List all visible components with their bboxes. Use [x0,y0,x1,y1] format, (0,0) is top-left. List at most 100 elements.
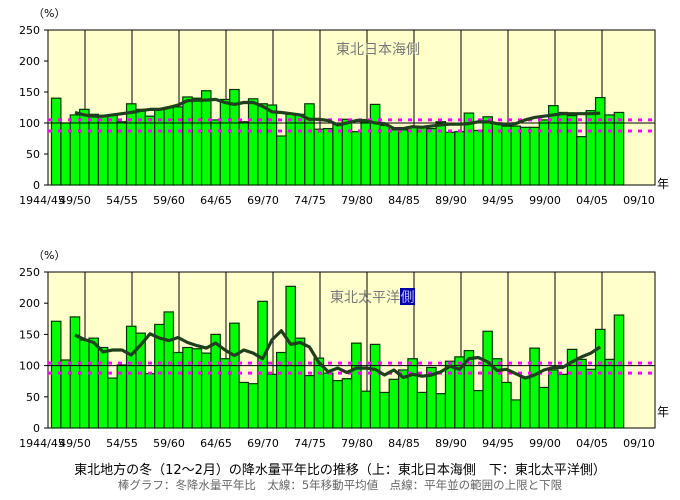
bar-2-51 [529,347,540,429]
bar-1-42 [444,131,456,186]
bar-2-34 [369,343,381,429]
bar-2-25 [285,285,296,429]
bar-1-39 [416,126,428,186]
bar-1-46 [482,116,493,186]
bar-2-38 [407,358,418,429]
x-tick-label: 04/05 [576,437,608,450]
bar-1-38 [407,126,418,186]
bar-1-22 [257,103,268,186]
bar-1-45 [473,129,484,186]
x-tick-label: 09/10 [623,194,655,207]
bar-2-31 [341,378,353,429]
bar-2-39 [416,391,428,429]
x-tick-label: 89/90 [435,194,467,207]
bar-2-54 [557,373,569,429]
bar-1-31 [341,118,353,186]
bar-1-4 [88,113,99,186]
x-unit-label: 年 [657,405,669,419]
bar-2-12 [163,311,175,429]
y-tick-label: 100 [19,360,40,373]
bar-2-19 [229,322,240,429]
y-unit-label: （%） [33,249,65,262]
bar-1-59 [604,114,615,186]
bar-1-51 [529,126,540,186]
bar-2-15 [191,348,203,429]
bar-2-21 [247,383,259,429]
bar-1-32 [351,131,362,186]
moving-average-line [74,97,601,131]
bar-2-29 [322,372,334,429]
bar-2-53 [548,369,559,429]
x-tick-label: 49/50 [59,194,91,207]
x-tick-label: 74/75 [294,194,326,207]
bar-2-48 [501,381,512,429]
bar-1-58 [594,96,606,186]
bar-2-23 [266,373,278,429]
y-tick-label: 0 [33,179,40,192]
x-tick-label: 54/55 [106,194,138,207]
bar-1-28 [313,128,325,186]
bar-2-42 [444,360,456,429]
y-unit-label: （%） [33,7,65,20]
text-selection-highlight [400,288,415,305]
bar-2-28 [313,357,325,429]
bar-1-15 [191,97,203,186]
bar-2-26 [294,337,306,429]
bar-2-30 [332,379,343,429]
bar-2-36 [388,378,400,429]
x-tick-label: 99/00 [529,437,561,450]
bar-2-60 [613,314,625,429]
bar-2-22 [257,300,268,429]
bar-1-0 [50,97,62,186]
figure-caption-legend: 棒グラフ：冬降水量平年比 太線：5年移動平均値 点線：平年並の範囲の上限と下限 [117,478,563,492]
y-tick-label: 50 [26,148,40,161]
x-tick-label: 94/95 [482,194,514,207]
bar-1-49 [510,125,522,186]
bar-2-41 [435,393,447,429]
bar-1-34 [369,103,381,186]
x-tick-label: 1944/45 [19,437,65,450]
x-tick-label: 69/70 [247,437,279,450]
bar-1-16 [200,90,212,186]
x-tick-label: 64/65 [200,437,232,450]
x-tick-label: 84/85 [388,437,420,450]
bar-2-45 [473,389,484,429]
x-tick-label: 04/05 [576,194,608,207]
bar-2-8 [125,325,137,429]
x-tick-label: 79/80 [341,194,373,207]
bar-2-14 [182,346,193,429]
bar-1-55 [566,114,578,186]
bar-2-49 [510,399,522,429]
bar-2-0 [50,320,62,429]
bar-1-18 [219,98,231,186]
bar-2-52 [538,386,550,429]
x-tick-label: 99/00 [529,194,561,207]
x-tick-label: 49/50 [59,437,91,450]
bar-1-40 [426,127,437,186]
bar-1-30 [332,123,343,186]
region-title: 東北日本海側 [336,42,420,58]
y-tick-label: 150 [19,86,40,99]
bar-2-59 [604,358,615,429]
bar-2-20 [238,381,250,429]
figure-caption-title: 東北地方の冬（12～2月）の降水量平年比の推移（上：東北日本海側 下：東北太平洋… [74,463,606,478]
bar-2-10 [144,373,156,429]
bar-2-33 [360,390,372,429]
x-tick-label: 1944/45 [19,194,65,207]
bar-1-27 [304,103,315,186]
bar-2-44 [463,350,475,429]
bar-1-53 [548,105,559,186]
y-tick-label: 150 [19,328,40,341]
x-tick-label: 69/70 [247,194,279,207]
y-tick-label: 50 [26,391,40,404]
bar-2-57 [585,368,597,429]
bar-1-43 [454,131,465,186]
bar-1-57 [585,109,597,186]
bar-1-37 [397,129,409,186]
x-tick-label: 09/10 [623,437,655,450]
bar-1-21 [247,98,259,186]
bar-2-58 [594,328,606,429]
bar-1-50 [519,126,531,186]
